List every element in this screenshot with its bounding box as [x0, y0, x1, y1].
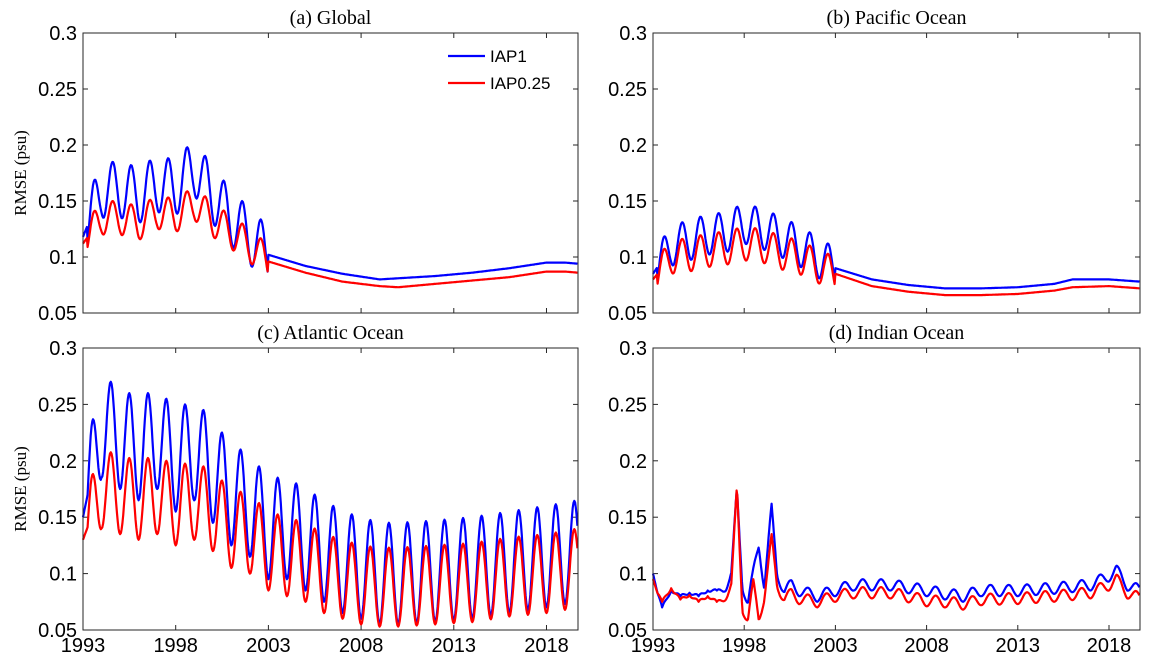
x-tick-label: 2013	[996, 635, 1041, 657]
series-line-iap0-25	[82, 190, 578, 289]
y-tick-label: 0.15	[608, 507, 647, 529]
y-axis-label: RMSE (psu)	[11, 446, 30, 531]
y-tick-label: 0.2	[49, 135, 77, 157]
y-tick-label: 0.1	[49, 247, 77, 269]
series-line-iap1	[81, 380, 579, 626]
series-line-iap0-25	[651, 489, 1141, 622]
y-tick-label: 0.05	[608, 620, 647, 642]
panel-b: (b) Pacific Ocean 0.05 0.1 0.15 0.2 0.25 0.3	[608, 7, 1141, 325]
y-tick-label: 0.3	[49, 338, 77, 360]
y-tick-label: 0.15	[38, 507, 77, 529]
y-tick-label: 0.3	[619, 338, 647, 360]
plot-frame	[82, 347, 579, 631]
series-line-iap1	[652, 205, 1140, 290]
y-tick-label: 0.3	[619, 23, 647, 45]
y-tick-label: 0.2	[619, 451, 647, 473]
x-tick-label: 1993	[631, 635, 676, 657]
y-tick-label: 0.2	[49, 451, 77, 473]
x-tick-label: 1998	[722, 635, 767, 657]
y-tick-label: 0.3	[49, 23, 77, 45]
panel-d: (d) Indian Ocean 0.05 0.1 0.15 0.2 0.25 0.3 199…	[608, 322, 1141, 657]
y-tick-label: 0.15	[38, 191, 77, 213]
y-tick-label: 0.25	[608, 394, 647, 416]
y-tick-label: 0.05	[38, 620, 77, 642]
y-tick-label: 0.15	[608, 191, 647, 213]
y-tick-label: 0.25	[608, 79, 647, 101]
plot-frame	[652, 347, 1141, 631]
x-tick-label: 2008	[904, 635, 949, 657]
y-tick-label: 0.2	[619, 135, 647, 157]
y-axis-label: RMSE (psu)	[11, 130, 30, 215]
panel-title: (a) Global	[290, 7, 372, 29]
x-tick-label: 2008	[339, 635, 384, 657]
y-tick-label: 0.05	[38, 303, 77, 325]
panel-title: (c) Atlantic Ocean	[257, 322, 404, 344]
legend-label: IAP0.25	[490, 74, 551, 93]
x-tick-label: 2013	[432, 635, 477, 657]
y-tick-label: 0.25	[38, 394, 77, 416]
x-tick-label: 2018	[1087, 635, 1132, 657]
x-tick-label: 2003	[246, 635, 291, 657]
x-tick-label: 1993	[61, 635, 106, 657]
panel-title: (d) Indian Ocean	[829, 322, 965, 344]
y-tick-label: 0.25	[38, 79, 77, 101]
series-line-iap0-25	[81, 451, 579, 628]
x-tick-label: 2018	[524, 635, 569, 657]
series-line-iap0-25	[652, 227, 1140, 297]
series-line-iap1	[81, 146, 578, 281]
plot-frame	[652, 32, 1141, 314]
legend-label: IAP1	[490, 47, 527, 66]
legend: IAP1 IAP0.25	[448, 47, 551, 93]
panel-c: (c) Atlantic Ocean RMSE (psu) 0.05 0.1 0.15 0…	[11, 322, 579, 657]
y-tick-label: 0.1	[49, 564, 77, 586]
y-tick-label: 0.05	[608, 303, 647, 325]
y-tick-label: 0.1	[619, 247, 647, 269]
x-tick-label: 1998	[153, 635, 198, 657]
plot-frame	[82, 32, 579, 314]
panel-a: (a) Global RMSE (psu) 0.05 0.1 0.15 0.2 0.25 0.…	[11, 7, 579, 325]
y-tick-label: 0.1	[619, 564, 647, 586]
x-tick-label: 2003	[813, 635, 858, 657]
panel-title: (b) Pacific Ocean	[827, 7, 967, 29]
